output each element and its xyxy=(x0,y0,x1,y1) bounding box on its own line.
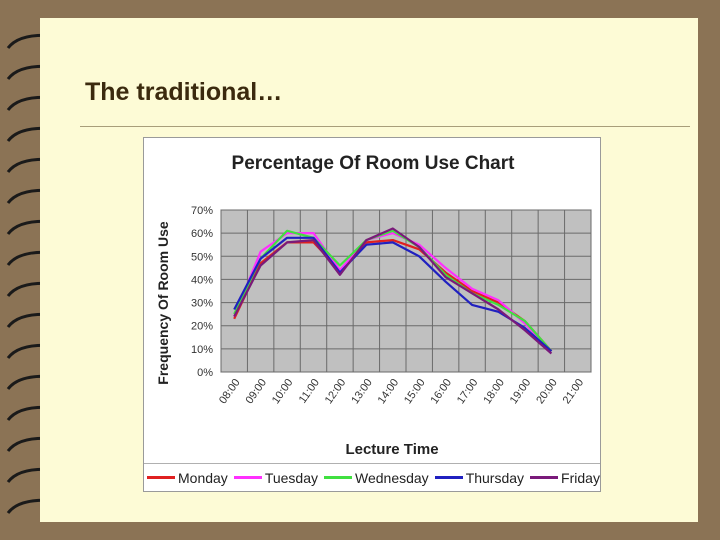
x-tick-label: 16:00 xyxy=(428,377,454,406)
y-tick-label: 20% xyxy=(191,321,213,333)
legend-item-tuesday: Tuesday xyxy=(233,469,318,486)
legend-label: Tuesday xyxy=(264,469,318,486)
series-line-wednesday xyxy=(233,229,553,352)
legend-item-thursday: Thursday xyxy=(434,469,525,486)
line-chart: Percentage Of Room Use Chart Frequency O… xyxy=(155,153,592,458)
legend-label: Wednesday xyxy=(355,469,429,486)
y-tick-label: 0% xyxy=(197,367,213,379)
legend-label: Thursday xyxy=(465,469,525,486)
y-axis-label: Frequency Of Room Use xyxy=(155,221,171,385)
series-line-friday xyxy=(233,227,553,355)
legend-label: Monday xyxy=(178,469,228,486)
series-line-thursday xyxy=(233,236,553,353)
x-tick-label: 12:00 xyxy=(323,377,349,406)
x-tick-label: 13:00 xyxy=(349,377,375,406)
x-tick-label: 11:00 xyxy=(297,377,322,406)
title-divider xyxy=(80,126,690,127)
y-tick-label: 10% xyxy=(191,344,213,356)
legend-swatch xyxy=(434,476,463,479)
x-tick-label: 09:00 xyxy=(243,377,269,406)
x-tick-label: 15:00 xyxy=(402,377,428,406)
x-tick-label: 17:00 xyxy=(455,377,481,406)
y-tick-label: 70% xyxy=(191,205,213,217)
legend-label: Friday xyxy=(561,469,600,486)
x-axis-label: Lecture Time xyxy=(345,441,438,458)
series-line-tuesday xyxy=(233,231,553,352)
x-tick-label: 10:00 xyxy=(270,377,296,406)
x-tick-label: 08:00 xyxy=(217,377,243,406)
plot-area: 0% 10% 20% 30% 40% 50% 60% 70% 08:00 09:00 10:00 11… xyxy=(191,205,592,406)
y-tick-label: 50% xyxy=(191,251,213,263)
chart-legend: Monday Tuesday Wednesday Thursday Friday xyxy=(144,463,600,491)
legend-swatch xyxy=(324,476,352,479)
legend-swatch xyxy=(530,476,559,479)
y-tick-label: 40% xyxy=(191,274,213,286)
legend-swatch xyxy=(147,476,175,479)
y-tick-label: 60% xyxy=(191,228,213,240)
y-tick-label: 30% xyxy=(191,298,213,310)
slide-title: The traditional… xyxy=(85,78,283,106)
x-tick-label: 21:00 xyxy=(561,377,587,406)
legend-item-monday: Monday xyxy=(147,470,228,486)
x-tick-label: 14:00 xyxy=(376,377,402,406)
legend-swatch xyxy=(233,476,262,479)
x-tick-label: 20:00 xyxy=(534,377,560,406)
legend-item-wednesday: Wednesday xyxy=(324,470,429,486)
x-tick-label: 18:00 xyxy=(481,377,507,406)
chart-title: Percentage Of Room Use Chart xyxy=(232,153,516,174)
legend-item-friday: Friday xyxy=(530,470,600,486)
chart-panel: Percentage Of Room Use Chart Frequency O… xyxy=(143,137,601,492)
x-tick-label: 19:00 xyxy=(508,377,534,406)
